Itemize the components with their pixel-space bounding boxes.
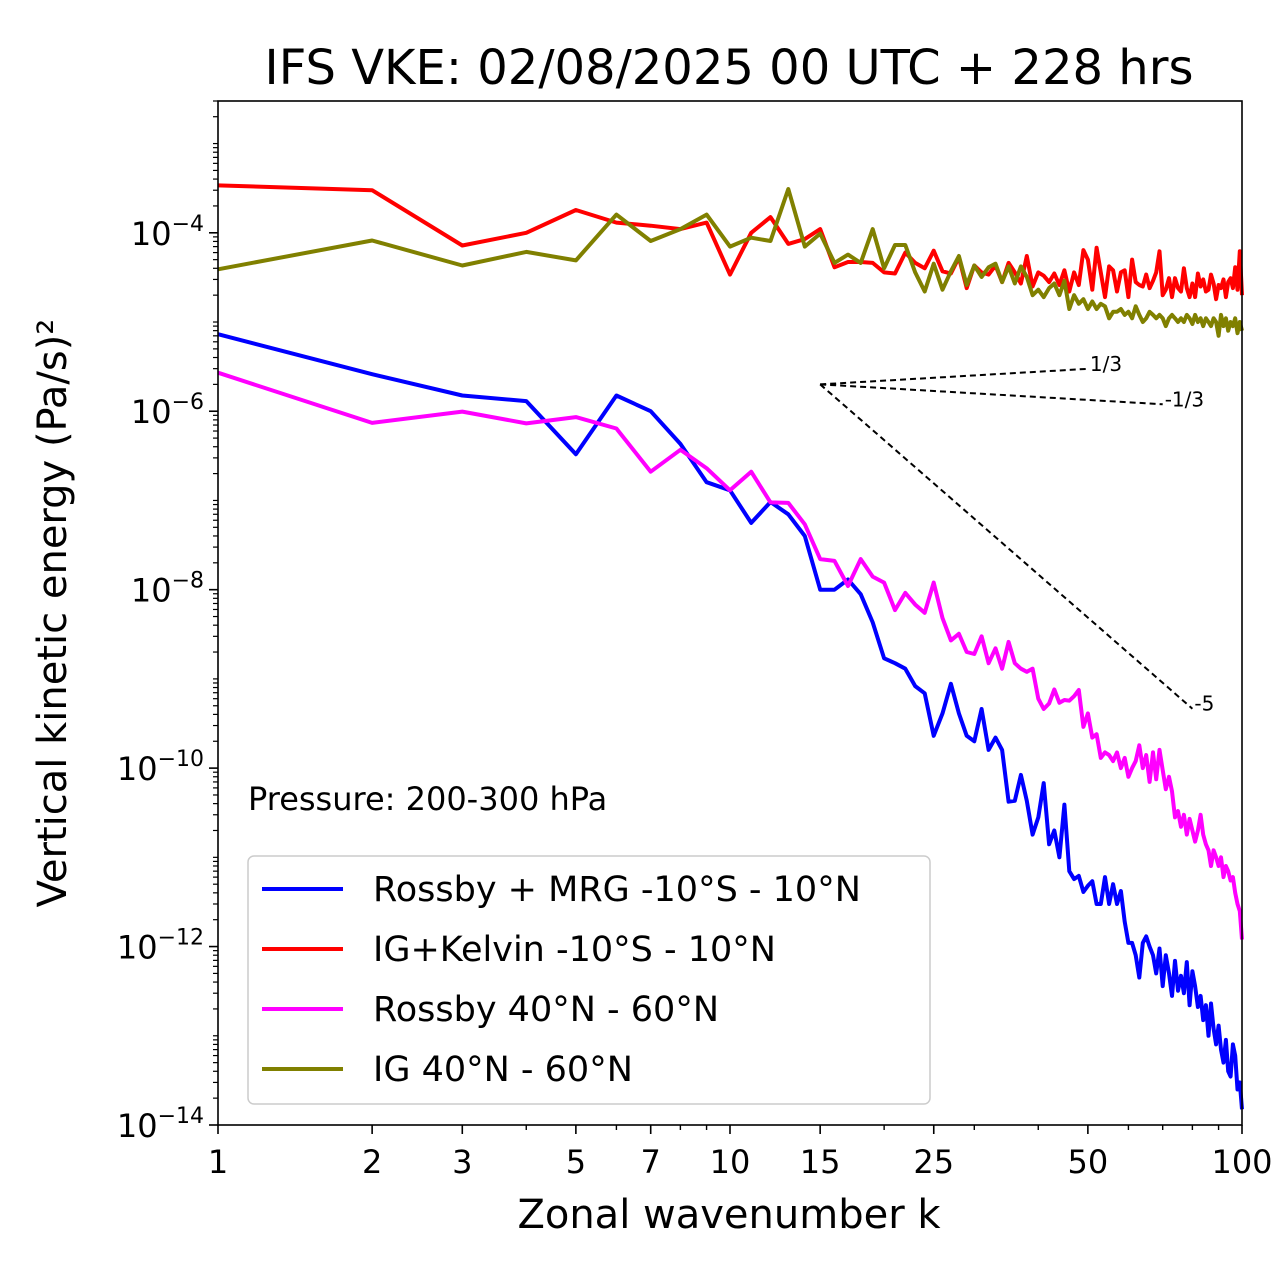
legend-label: Rossby + MRG -10°S - 10°N (373, 870, 861, 910)
x-tick-label: 3 (452, 1143, 472, 1181)
y-tick-label: 10−4 (131, 212, 204, 253)
y-tick-label: 10−8 (131, 569, 204, 610)
reference-slope-line (820, 367, 1088, 386)
x-axis-label: Zonal wavenumber k (517, 1192, 941, 1238)
y-axis-label: Vertical kinetic energy (Pa/s)² (30, 319, 76, 908)
reference-slope-line (819, 383, 1194, 710)
x-axis: 1 2 3 5 7 10 15 25 50 100 (208, 1125, 1273, 1181)
reference-slope-line (820, 383, 1163, 406)
series-line-rossby-mrg-10-s-10-n (217, 332, 1244, 1110)
chart-title: IFS VKE: 02/08/2025 00 UTC + 228 hrs (265, 40, 1194, 96)
legend-box (247, 855, 931, 1105)
x-tick-label: 7 (641, 1143, 661, 1181)
legend-label: IG 40°N - 60°N (373, 1050, 633, 1090)
x-axis-label-text: Zonal wavenumber k (517, 1192, 941, 1238)
x-tick-label: 15 (800, 1143, 841, 1181)
legend-label: Rossby 40°N - 60°N (373, 990, 719, 1030)
y-tick-label: 10−6 (131, 390, 204, 431)
pressure-annotation: Pressure: 200-300 hPa (248, 780, 607, 818)
x-tick-label: 5 (566, 1143, 586, 1181)
y-tick-label: 10−10 (117, 747, 204, 788)
x-tick-label: 1 (208, 1143, 228, 1181)
x-tick-label: 10 (710, 1143, 751, 1181)
series-line-ig-kelvin-10-s-10-n (217, 183, 1244, 302)
series-layer (217, 183, 1244, 1110)
reference-slope-label: 1/3 (1090, 352, 1122, 376)
x-tick-label: 100 (1211, 1143, 1272, 1181)
reference-slope-label: -5 (1194, 692, 1214, 716)
y-axis: 10−4 10−6 10−8 10−10 10−12 10−14 (117, 100, 218, 1145)
reference-slope-label: -1/3 (1165, 387, 1204, 411)
legend-items: Rossby + MRG -10°S - 10°N IG+Kelvin -10°S… (262, 870, 861, 1090)
x-tick-label: 25 (913, 1143, 954, 1181)
legend: Rossby + MRG -10°S - 10°N IG+Kelvin -10°S… (247, 855, 931, 1105)
y-tick-label: 10−12 (117, 926, 204, 967)
reference-slopes: 1/3 -1/3 -5 (819, 352, 1214, 716)
legend-label: IG+Kelvin -10°S - 10°N (373, 930, 776, 970)
x-tick-label: 50 (1068, 1143, 1109, 1181)
series-line-ig-40-n-60-n (217, 187, 1244, 338)
y-tick-label: 10−14 (117, 1104, 204, 1145)
x-tick-label: 2 (362, 1143, 382, 1181)
series-line-rossby-40-n-60-n (217, 370, 1244, 940)
